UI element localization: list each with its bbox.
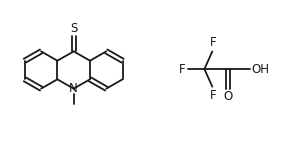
- Text: O: O: [224, 90, 233, 103]
- Text: F: F: [210, 89, 217, 102]
- Text: N: N: [69, 82, 78, 95]
- Text: OH: OH: [251, 62, 269, 76]
- Text: F: F: [210, 36, 217, 49]
- Text: F: F: [179, 62, 186, 76]
- Text: S: S: [70, 22, 77, 35]
